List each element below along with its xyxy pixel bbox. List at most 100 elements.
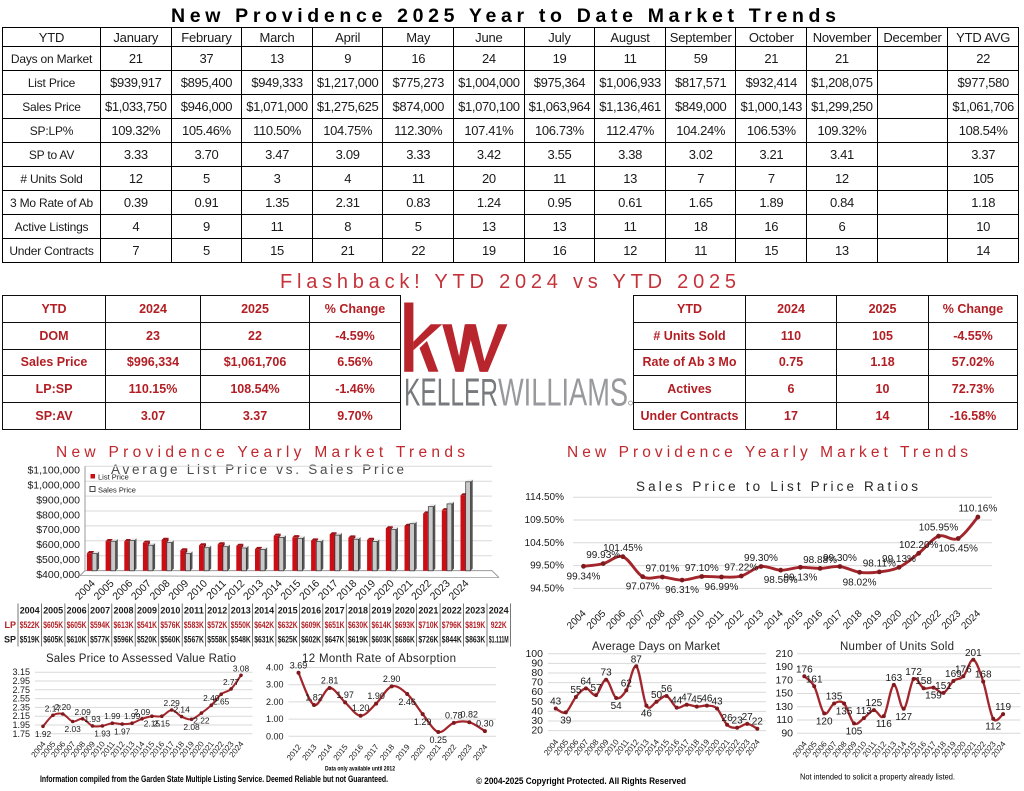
svg-text:2024: 2024 — [471, 742, 489, 762]
svg-text:97.01%: 97.01% — [645, 564, 679, 575]
svg-text:$693K: $693K — [395, 620, 415, 630]
svg-text:113: 113 — [856, 706, 872, 717]
svg-text:Not intended to solicit a prop: Not intended to solicit a property alrea… — [800, 773, 955, 782]
svg-text:2015: 2015 — [332, 742, 350, 762]
svg-text:$520K: $520K — [137, 635, 157, 645]
svg-text:Information compiled from the: Information compiled from the Garden Sta… — [40, 774, 388, 784]
svg-text:2016: 2016 — [347, 742, 365, 762]
svg-text:1.99: 1.99 — [124, 711, 141, 721]
svg-text:57: 57 — [590, 683, 602, 694]
svg-text:0.82: 0.82 — [461, 710, 479, 720]
svg-text:$605K: $605K — [43, 635, 63, 645]
svg-text:45: 45 — [691, 695, 703, 706]
svg-text:1.29: 1.29 — [414, 717, 432, 727]
svg-text:176: 176 — [796, 664, 813, 675]
svg-text:2004: 2004 — [73, 578, 98, 603]
svg-text:44: 44 — [671, 696, 683, 707]
svg-text:2014: 2014 — [762, 608, 786, 632]
svg-text:158: 158 — [915, 676, 932, 687]
svg-text:170: 170 — [775, 674, 793, 686]
svg-text:55: 55 — [570, 685, 582, 696]
svg-text:4.00: 4.00 — [266, 663, 284, 673]
svg-text:2012: 2012 — [285, 742, 303, 762]
svg-text:0.00: 0.00 — [266, 731, 284, 741]
svg-text:43: 43 — [550, 697, 562, 708]
svg-text:$647K: $647K — [325, 635, 345, 645]
svg-text:2019: 2019 — [861, 608, 885, 632]
svg-text:$613K: $613K — [114, 620, 134, 630]
svg-text:2023: 2023 — [428, 578, 453, 603]
svg-text:98.02%: 98.02% — [843, 577, 877, 588]
svg-text:135: 135 — [826, 692, 843, 703]
svg-text:97.07%: 97.07% — [626, 582, 660, 593]
svg-text:$1,000,000: $1,000,000 — [27, 480, 80, 492]
svg-text:3.00: 3.00 — [266, 680, 284, 690]
svg-text:127: 127 — [895, 712, 912, 723]
svg-text:99.93%: 99.93% — [586, 550, 620, 561]
svg-text:2019: 2019 — [394, 742, 412, 762]
svg-text:2019: 2019 — [372, 606, 392, 617]
svg-text:$576K: $576K — [160, 620, 180, 630]
svg-text:2021: 2021 — [425, 742, 443, 762]
svg-text:$550K: $550K — [231, 620, 251, 630]
svg-text:161: 161 — [806, 674, 823, 685]
svg-text:2009: 2009 — [166, 578, 191, 603]
svg-text:$500,000: $500,000 — [36, 554, 80, 566]
svg-text:$630K: $630K — [348, 620, 368, 630]
svg-text:0.25: 0.25 — [430, 735, 448, 745]
svg-text:LP: LP — [4, 620, 16, 630]
svg-text:90: 90 — [531, 657, 543, 669]
svg-text:2012: 2012 — [723, 608, 747, 632]
svg-text:105: 105 — [846, 726, 863, 737]
svg-text:$609K: $609K — [301, 620, 321, 630]
svg-text:2.15: 2.15 — [144, 719, 161, 729]
svg-text:20: 20 — [531, 725, 543, 737]
svg-text:2024: 2024 — [960, 608, 984, 632]
svg-text:2014: 2014 — [316, 742, 334, 762]
svg-text:2009: 2009 — [664, 608, 688, 632]
svg-text:2016: 2016 — [301, 606, 321, 617]
svg-text:2.09: 2.09 — [134, 707, 151, 717]
svg-text:1.97: 1.97 — [114, 727, 131, 737]
svg-text:Sales Price: Sales Price — [98, 486, 136, 495]
svg-text:$726K: $726K — [418, 635, 438, 645]
svg-text:99.50%: 99.50% — [530, 561, 564, 572]
svg-text:27: 27 — [742, 712, 754, 723]
svg-text:2017: 2017 — [822, 608, 846, 632]
svg-text:$558K: $558K — [207, 635, 227, 645]
svg-text:$614K: $614K — [372, 620, 392, 630]
svg-text:$900,000: $900,000 — [36, 494, 80, 506]
svg-text:1.82: 1.82 — [305, 693, 323, 703]
svg-text:2013: 2013 — [231, 606, 251, 617]
svg-text:2017: 2017 — [363, 742, 381, 762]
svg-text:2020: 2020 — [409, 742, 427, 762]
svg-text:99.13%: 99.13% — [882, 554, 916, 565]
svg-text:201: 201 — [965, 648, 982, 659]
svg-text:2007: 2007 — [129, 578, 154, 603]
svg-text:2020: 2020 — [395, 606, 415, 617]
svg-text:$819K: $819K — [465, 620, 485, 630]
svg-text:2019: 2019 — [353, 578, 378, 603]
svg-text:$700,000: $700,000 — [36, 524, 80, 536]
svg-text:Flashback! YTD 2024 vs YTD 20: Flashback! YTD 2024 vs YTD 2025 — [280, 271, 736, 293]
svg-text:$642K: $642K — [254, 620, 274, 630]
svg-text:2010: 2010 — [185, 578, 210, 603]
svg-text:130: 130 — [775, 701, 793, 713]
svg-text:2014: 2014 — [260, 578, 285, 603]
svg-text:New Providence Yearly Market T: New Providence Yearly Market Trends — [567, 444, 968, 461]
svg-text:1.93: 1.93 — [84, 714, 101, 724]
svg-text:73: 73 — [601, 668, 613, 679]
svg-text:2.81: 2.81 — [321, 676, 339, 686]
svg-text:Data only available until 2012: Data only available until 2012 — [325, 767, 396, 773]
svg-text:2004: 2004 — [20, 606, 41, 617]
svg-text:2013: 2013 — [743, 608, 767, 632]
svg-text:109.50%: 109.50% — [525, 515, 565, 526]
svg-text:3.08: 3.08 — [233, 663, 250, 673]
svg-text:176: 176 — [955, 664, 972, 675]
svg-text:$631K: $631K — [254, 635, 274, 645]
svg-text:$863K: $863K — [465, 635, 485, 645]
svg-text:2.65: 2.65 — [213, 697, 230, 707]
svg-text:2.35: 2.35 — [12, 702, 30, 712]
svg-text:Number of Units Sold: Number of Units Sold — [840, 641, 954, 653]
svg-text:119: 119 — [995, 702, 1011, 713]
